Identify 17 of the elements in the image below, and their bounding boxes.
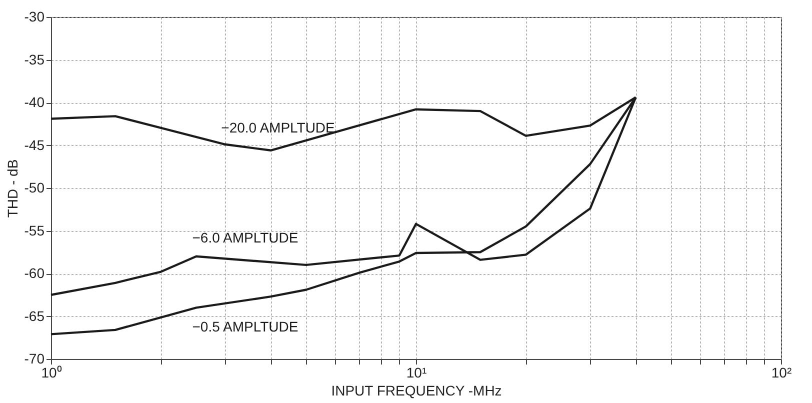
y-tick-label: -45	[24, 136, 45, 153]
y-tick-label: -60	[24, 265, 45, 281]
x-tick-label: 10¹	[406, 364, 427, 380]
y-tick-label: -40	[24, 94, 45, 110]
y-tick-label: -50	[24, 180, 45, 196]
x-tick-label: 10⁰	[41, 364, 62, 380]
y-tick-label: -70	[24, 350, 45, 366]
x-axis-title: INPUT FREQUENCY -MHz	[331, 382, 502, 398]
y-tick-label: -55	[24, 222, 45, 238]
y-axis-title: THD - dB	[4, 159, 20, 218]
y-tick-label: -35	[24, 51, 45, 68]
series-label: −0.5 AMPLTUDE	[192, 318, 298, 335]
x-tick-label: 10²	[771, 364, 792, 380]
y-tick-label: -65	[24, 308, 45, 324]
series-label: −6.0 AMPLTUDE	[192, 229, 298, 246]
y-tick-label: -30	[24, 8, 45, 24]
series-label: −20.0 AMPLTUDE	[221, 119, 335, 136]
